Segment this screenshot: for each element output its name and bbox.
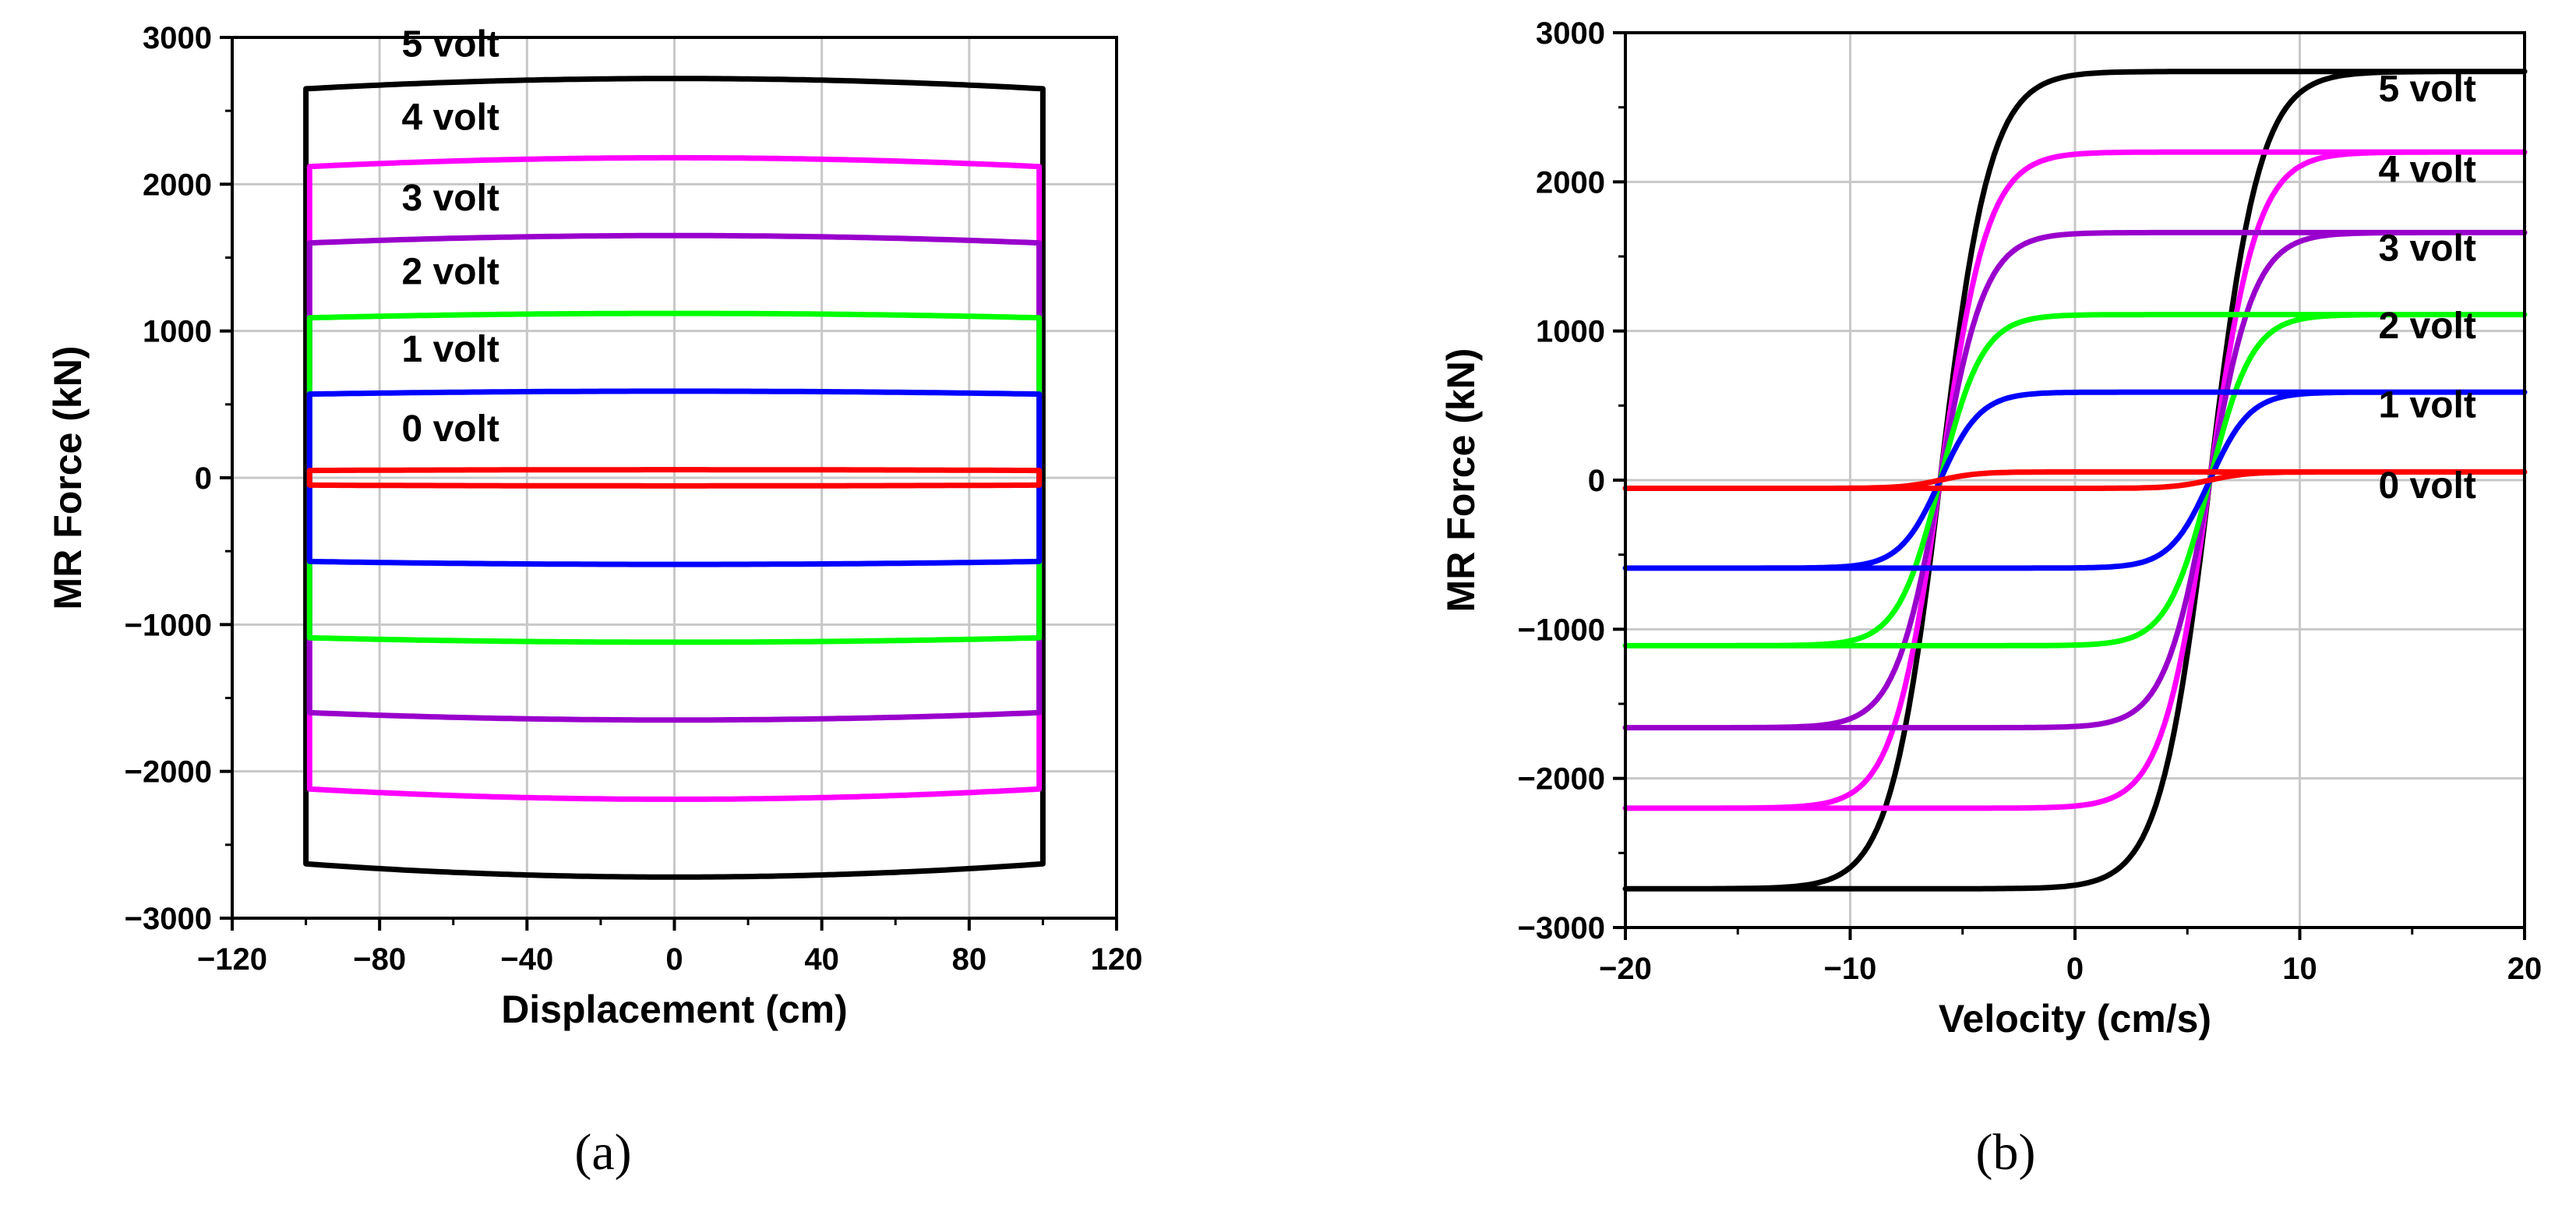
y-tick-label: 0 [1588, 464, 1605, 498]
y-tick-label: 3000 [143, 21, 212, 55]
series-line-1-volt [306, 388, 1043, 567]
curve-label: 3 volt [402, 178, 499, 219]
y-tick-label: −2000 [125, 755, 212, 790]
grid [232, 37, 1117, 918]
curve-label: 1 volt [2378, 385, 2475, 426]
x-tick-label: 120 [1091, 942, 1143, 977]
series-line-0-volt [306, 467, 1043, 489]
x-tick-label: −40 [500, 942, 553, 977]
series-line-4-volt [306, 154, 1043, 802]
grid [1625, 33, 2525, 928]
series-line-2-volt [306, 310, 1043, 645]
axis-ticks: −120 −80 −40 0 40 80 120 −3000 −2000 −1000 0 1000 20… [125, 21, 1143, 977]
x-tick-label: −80 [353, 942, 406, 977]
x-tick-label: 40 [804, 942, 839, 977]
y-tick-label: 2000 [1536, 165, 1605, 200]
series-line-5-volt [303, 76, 1046, 880]
x-tick-label: 10 [2282, 952, 2317, 986]
curve-label: 0 volt [402, 408, 499, 450]
x-tick-label: 0 [2066, 952, 2084, 986]
curve-label: 4 volt [402, 97, 499, 139]
x-tick-label: 20 [2507, 952, 2542, 986]
curve-label: 2 volt [2378, 306, 2475, 347]
curve-label: 3 volt [2378, 228, 2475, 270]
y-tick-label: 3000 [1536, 16, 1605, 51]
panel-label: (b) [1976, 1124, 2036, 1181]
x-axis-label: Displacement (cm) [501, 988, 848, 1031]
series-group [303, 76, 1046, 880]
y-tick-label: 2000 [143, 168, 212, 202]
x-tick-label: 0 [665, 942, 683, 977]
x-tick-label: −120 [197, 942, 267, 977]
y-tick-label: −3000 [125, 902, 212, 936]
x-tick-label: −10 [1824, 952, 1877, 986]
y-tick-label: −2000 [1518, 762, 1605, 797]
chart-panel-a: −120 −80 −40 0 40 80 120 −3000 −2000 −1000 0 1000 20… [46, 21, 1142, 1181]
curve-label: 0 volt [2378, 465, 2475, 507]
y-tick-label: 0 [195, 461, 212, 496]
curve-label: 4 volt [2378, 149, 2475, 190]
y-tick-label: −3000 [1518, 911, 1605, 945]
x-tick-label: 80 [952, 942, 987, 977]
panel-label: (a) [574, 1124, 631, 1181]
curve-label: 5 volt [2378, 69, 2475, 110]
curve-label: 2 volt [402, 251, 499, 292]
series-line-3-volt [306, 232, 1043, 723]
curve-label: 1 volt [402, 329, 499, 370]
y-tick-label: 1000 [1536, 315, 1605, 349]
x-tick-label: −20 [1599, 952, 1652, 986]
x-axis-label: Velocity (cm/s) [1939, 997, 2211, 1041]
y-tick-label: −1000 [125, 608, 212, 642]
y-axis-label: MR Force (kN) [46, 346, 90, 610]
y-axis-label: MR Force (kN) [1439, 348, 1483, 613]
y-tick-label: −1000 [1518, 613, 1605, 647]
y-tick-label: 1000 [143, 315, 212, 349]
curve-label: 5 volt [402, 23, 499, 65]
chart-panel-b: −20 −10 0 10 20 −3000 −2000 −1000 0 1000 2000 3000 V… [1439, 16, 2542, 1181]
axis-ticks: −20 −10 0 10 20 −3000 −2000 −1000 0 1000 2000 3000 [1518, 16, 2542, 986]
